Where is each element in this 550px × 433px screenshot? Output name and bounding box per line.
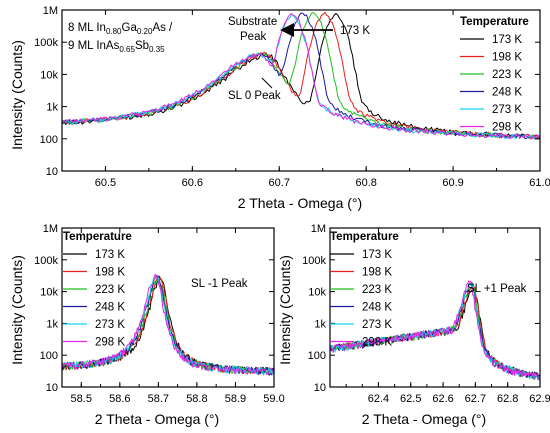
top-legend: Temperature 173 K 198 K 223 K 248 K 273 K 298… bbox=[460, 16, 529, 134]
bl-y-tick-label: 10k bbox=[40, 287, 58, 299]
top-legend-title: Temperature bbox=[460, 16, 529, 28]
bottom-right-panel: 62.4 62.5 62.6 62.7 62.8 62.9 10 100 1k 10k 100k 1M… bbox=[277, 223, 550, 427]
bottom-right-legend: Temperature 173 K 198 K 223 K 248 K 273 K 298… bbox=[330, 231, 399, 349]
top-x-tick-label: 60.5 bbox=[95, 177, 116, 189]
bl-legend-label: 273 K bbox=[95, 319, 125, 331]
br-x-tick-label: 62.9 bbox=[529, 393, 550, 405]
bottom-right-plot-area bbox=[329, 280, 541, 381]
arrow-head-icon bbox=[280, 23, 294, 37]
top-y-tick-label: 1k bbox=[46, 102, 58, 114]
br-series-273K bbox=[329, 281, 541, 381]
br-series-298K bbox=[329, 280, 541, 380]
bottom-left-y-axis-title: Intensity (Counts) bbox=[9, 255, 25, 365]
top-legend-label: 223 K bbox=[492, 69, 522, 81]
bl-legend-label: 173 K bbox=[95, 249, 125, 261]
br-y-tick-label: 10 bbox=[314, 382, 326, 394]
bl-legend-label: 198 K bbox=[95, 267, 125, 279]
br-x-tick-label: 62.4 bbox=[368, 393, 389, 405]
bl-y-tick-label: 100k bbox=[34, 255, 58, 267]
sl-minus1-peak-label: SL -1 Peak bbox=[191, 278, 248, 290]
bl-legend-label: 298 K bbox=[95, 337, 125, 349]
bl-y-tick-label: 1k bbox=[46, 318, 58, 330]
top-series-198K bbox=[61, 11, 541, 139]
bottom-left-axes: 58.5 58.6 58.7 58.8 58.9 59.0 10 100 1k 10k 100k 1M bbox=[34, 223, 285, 405]
br-y-tick-label: 100k bbox=[302, 255, 326, 267]
br-legend-label: 173 K bbox=[362, 249, 392, 261]
bl-y-tick-label: 1M bbox=[43, 223, 58, 235]
br-frame bbox=[329, 227, 541, 388]
bottom-right-x-axis-title: 2 Theta - Omega (°) bbox=[362, 411, 486, 427]
bl-x-tick-label: 58.8 bbox=[186, 393, 207, 405]
bl-y-tick-label: 10 bbox=[46, 382, 58, 394]
top-legend-label: 198 K bbox=[492, 52, 522, 64]
br-y-tick-label: 10k bbox=[308, 287, 326, 299]
top-plot-area bbox=[61, 11, 541, 140]
composition-line-2: 9 ML InAs0.65Sb0.35 bbox=[68, 40, 165, 54]
br-legend-label: 198 K bbox=[362, 267, 392, 279]
top-frame bbox=[61, 9, 541, 172]
top-x-tick-label: 60.9 bbox=[442, 177, 463, 189]
br-legend-label: 273 K bbox=[362, 319, 392, 331]
top-y-tick-label: 100 bbox=[40, 134, 58, 146]
top-x-tick-label: 60.6 bbox=[182, 177, 203, 189]
bottom-left-legend: Temperature 173 K 198 K 223 K 248 K 273 K 298… bbox=[63, 231, 132, 349]
bl-legend-label: 248 K bbox=[95, 302, 125, 314]
br-x-tick-label: 62.6 bbox=[432, 393, 453, 405]
br-legend-label: 298 K bbox=[362, 337, 392, 349]
sl0-peak-label: SL 0 Peak bbox=[228, 90, 281, 102]
top-y-tick-label: 10k bbox=[40, 69, 58, 81]
top-legend-label: 248 K bbox=[492, 87, 522, 99]
top-y-tick-label: 1M bbox=[43, 5, 58, 17]
top-legend-label: 273 K bbox=[492, 104, 522, 116]
br-x-tick-label: 62.5 bbox=[400, 393, 421, 405]
substrate-label-peak: Peak bbox=[240, 31, 266, 43]
br-y-tick-label: 1M bbox=[311, 223, 326, 235]
bl-legend-label: 223 K bbox=[95, 284, 125, 296]
top-x-tick-label: 61.0 bbox=[529, 177, 550, 189]
br-x-tick-label: 62.8 bbox=[497, 393, 518, 405]
bottom-right-y-axis-title: Intensity (Counts) bbox=[277, 255, 293, 365]
bl-x-tick-label: 59.0 bbox=[263, 393, 284, 405]
top-legend-label: 298 K bbox=[492, 122, 522, 134]
top-x-tick-label: 60.8 bbox=[355, 177, 376, 189]
bl-x-tick-label: 58.7 bbox=[148, 393, 169, 405]
br-y-tick-label: 1k bbox=[314, 318, 326, 330]
top-x-axis-title: 2 Theta - Omega (°) bbox=[238, 195, 362, 211]
br-x-tick-label: 62.7 bbox=[465, 393, 486, 405]
composition-line-1: 8 ML In0.80Ga0.20As / bbox=[68, 22, 173, 36]
bl-x-tick-label: 58.9 bbox=[225, 393, 246, 405]
bl-series-298K bbox=[61, 273, 275, 376]
bottom-left-plot-area bbox=[61, 273, 275, 376]
bottom-right-axes: 62.4 62.5 62.6 62.7 62.8 62.9 10 100 1k 10k 100k 1M bbox=[302, 223, 550, 405]
bottom-left-panel: 58.5 58.6 58.7 58.8 58.9 59.0 10 100 1k 10k 100k 1M… bbox=[9, 223, 285, 427]
top-y-tick-label: 100k bbox=[34, 37, 58, 49]
bl-frame bbox=[61, 227, 275, 388]
br-legend-label: 248 K bbox=[362, 302, 392, 314]
sl-plus1-peak-label: SL +1 Peak bbox=[467, 283, 527, 295]
br-y-tick-label: 100 bbox=[308, 350, 326, 362]
top-series-298K bbox=[61, 13, 541, 140]
bl-y-tick-label: 100 bbox=[40, 350, 58, 362]
substrate-label: Substrate bbox=[228, 16, 277, 28]
top-legend-label: 173 K bbox=[492, 34, 522, 46]
top-y-axis-title: Intensity (Counts) bbox=[9, 40, 25, 150]
top-x-tick-label: 60.7 bbox=[269, 177, 290, 189]
br-legend-label: 223 K bbox=[362, 284, 392, 296]
bl-x-tick-label: 58.6 bbox=[109, 393, 130, 405]
top-axes: 60.5 60.6 60.7 60.8 60.9 61.0 10 100 1k 10k 100k 1M bbox=[34, 5, 550, 189]
top-y-tick-label: 10 bbox=[46, 166, 58, 178]
bottom-left-x-axis-title: 2 Theta - Omega (°) bbox=[95, 411, 219, 427]
top-panel: 60.5 60.6 60.7 60.8 60.9 61.0 10 100 1k 10k 100k 1M… bbox=[9, 5, 550, 211]
bottom-right-legend-title: Temperature bbox=[330, 231, 399, 243]
bottom-left-legend-title: Temperature bbox=[63, 231, 132, 243]
arrow-temperature-label: 173 K bbox=[340, 25, 370, 37]
bl-x-tick-label: 58.5 bbox=[71, 393, 92, 405]
sl0-leader-line bbox=[261, 77, 273, 89]
